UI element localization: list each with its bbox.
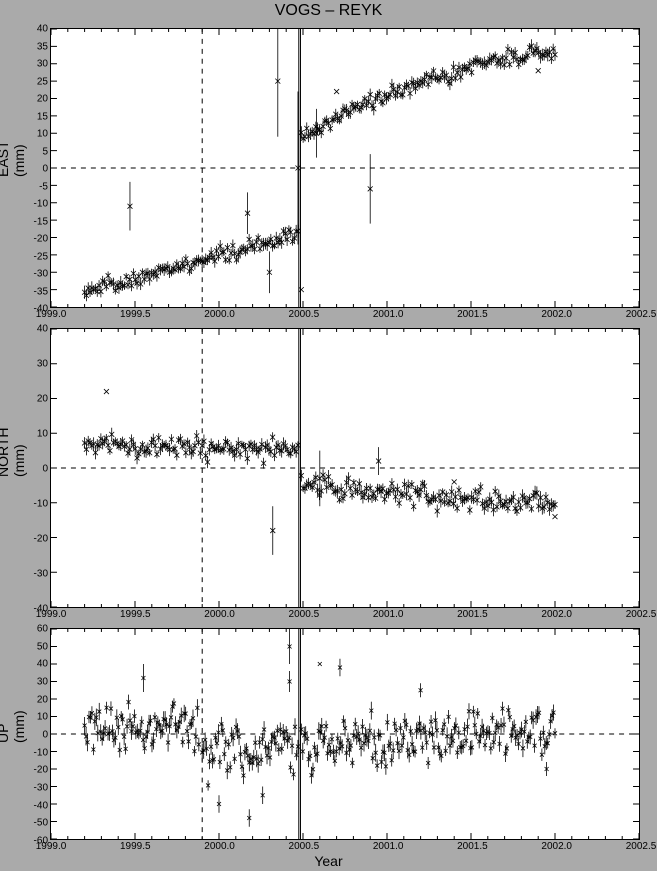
north-plot — [51, 329, 639, 607]
tick-x: 2001.0 — [373, 839, 404, 852]
tick-x: 2001.5 — [457, 839, 488, 852]
tick-y: -20 — [34, 234, 51, 245]
tick-y: -40 — [34, 800, 51, 811]
tick-y: 35 — [37, 41, 51, 52]
tick-y: 10 — [37, 429, 51, 440]
east-panel: -40-35-30-25-20-15-10-505101520253035401… — [50, 28, 640, 308]
up-ylabel: UP (mm) — [0, 725, 27, 743]
tick-x: 1999.0 — [36, 839, 67, 852]
east-ylabel: EAST (mm) — [0, 159, 27, 177]
tick-y: 10 — [37, 129, 51, 140]
east-plot — [51, 29, 639, 307]
x-axis-label: Year — [0, 853, 657, 869]
tick-y: 25 — [37, 76, 51, 87]
tick-y: 50 — [37, 641, 51, 652]
tick-y: -20 — [34, 765, 51, 776]
figure-title: VOGS – REYK — [0, 2, 657, 20]
north-panel: -40-30-20-100102030401999.01999.52000.02… — [50, 328, 640, 608]
tick-y: 60 — [37, 624, 51, 635]
tick-y: -30 — [34, 569, 51, 580]
tick-y: 30 — [37, 359, 51, 370]
tick-y: 20 — [37, 94, 51, 105]
tick-y: -5 — [39, 181, 51, 192]
tick-x: 2001.0 — [373, 607, 404, 620]
tick-x: 1999.5 — [120, 307, 151, 320]
tick-x: 1999.0 — [36, 607, 67, 620]
tick-y: 15 — [37, 111, 51, 122]
tick-x: 2001.0 — [373, 307, 404, 320]
tick-x: 1999.5 — [120, 839, 151, 852]
tick-x: 2000.5 — [289, 307, 320, 320]
tick-x: 2001.5 — [457, 307, 488, 320]
tick-y: 20 — [37, 394, 51, 405]
tick-y: 40 — [37, 659, 51, 670]
tick-y: -20 — [34, 534, 51, 545]
tick-y: 20 — [37, 694, 51, 705]
tick-y: -35 — [34, 286, 51, 297]
tick-y: 40 — [37, 324, 51, 335]
up-panel: -60-50-40-30-20-1001020304050601999.0199… — [50, 628, 640, 840]
tick-y: -10 — [34, 499, 51, 510]
tick-x: 2002.0 — [541, 839, 572, 852]
tick-y: -50 — [34, 818, 51, 829]
up-plot — [51, 629, 639, 839]
tick-x: 1999.5 — [120, 607, 151, 620]
tick-y: -30 — [34, 269, 51, 280]
tick-x: 2000.5 — [289, 607, 320, 620]
figure-page: VOGS – REYK Year -40-35-30-25-20-15-10-5… — [0, 0, 657, 871]
tick-y: 30 — [37, 59, 51, 70]
tick-x: 2002.5 — [626, 307, 657, 320]
tick-x: 2000.0 — [204, 307, 235, 320]
tick-x: 2001.5 — [457, 607, 488, 620]
tick-y: 5 — [42, 146, 51, 157]
tick-y: -10 — [34, 199, 51, 210]
tick-x: 2002.0 — [541, 307, 572, 320]
tick-x: 1999.0 — [36, 307, 67, 320]
tick-y: 0 — [42, 730, 51, 741]
tick-x: 2000.5 — [289, 839, 320, 852]
tick-x: 2002.0 — [541, 607, 572, 620]
tick-y: -30 — [34, 783, 51, 794]
tick-y: 0 — [42, 164, 51, 175]
tick-x: 2000.0 — [204, 839, 235, 852]
tick-y: 10 — [37, 712, 51, 723]
tick-x: 2000.0 — [204, 607, 235, 620]
tick-y: 30 — [37, 677, 51, 688]
tick-y: 40 — [37, 24, 51, 35]
tick-y: -10 — [34, 747, 51, 758]
tick-y: 0 — [42, 464, 51, 475]
tick-x: 2002.5 — [626, 607, 657, 620]
tick-y: -25 — [34, 251, 51, 262]
tick-y: -15 — [34, 216, 51, 227]
north-ylabel: NORTH (mm) — [0, 459, 27, 477]
tick-x: 2002.5 — [626, 839, 657, 852]
